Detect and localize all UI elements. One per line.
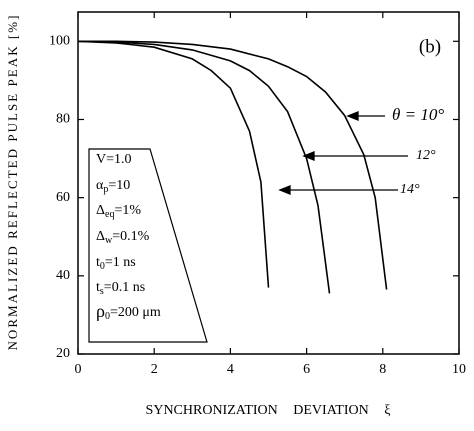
y-tick-label: 100 bbox=[49, 34, 70, 49]
parameter-box bbox=[88, 148, 208, 343]
parameter: ts=0.1 ns bbox=[96, 280, 145, 297]
arrowhead bbox=[302, 151, 315, 161]
parameter-symbol: V=1.0 bbox=[96, 152, 132, 167]
parameter-value: =1% bbox=[114, 203, 141, 218]
curve bbox=[77, 40, 331, 294]
parameter: V=1.0 bbox=[96, 152, 132, 167]
parameter: t0=1 ns bbox=[96, 255, 136, 272]
x-tick-label: 10 bbox=[452, 362, 466, 377]
parameter-subscript: p bbox=[103, 184, 108, 195]
parameter-symbol: t bbox=[96, 255, 100, 270]
series-label: 14° bbox=[400, 182, 420, 197]
parameter-subscript: s bbox=[100, 286, 104, 297]
arrowhead bbox=[346, 111, 359, 121]
parameter-subscript: w bbox=[105, 235, 113, 246]
parameter: ρ0=200 μm bbox=[96, 301, 161, 322]
parameter-symbol: ρ bbox=[96, 301, 105, 321]
x-tick-label: 8 bbox=[379, 362, 386, 377]
parameter-subscript: 0 bbox=[105, 311, 110, 322]
parameter-value: =1 ns bbox=[105, 255, 136, 270]
y-tick-label: 20 bbox=[56, 346, 70, 361]
curve bbox=[78, 40, 388, 290]
x-tick-label: 0 bbox=[75, 362, 82, 377]
arrowhead bbox=[278, 185, 291, 195]
parameter-subscript: eq bbox=[105, 209, 114, 220]
y-axis-label: NORMALIZED REFLECTED PULSE PEAK [%] bbox=[5, 16, 20, 351]
y-tick-label: 80 bbox=[56, 112, 70, 127]
series-label: 12° bbox=[416, 148, 436, 163]
y-tick-label: 60 bbox=[56, 190, 70, 205]
plot-frame bbox=[77, 11, 460, 355]
parameter-subscript: 0 bbox=[100, 261, 105, 272]
parameter-symbol: t bbox=[96, 280, 100, 295]
parameter-value: =200 μm bbox=[110, 305, 161, 320]
parameter: αp=10 bbox=[96, 178, 130, 195]
parameter-symbol: Δ bbox=[96, 203, 105, 218]
parameter: Δeq=1% bbox=[96, 203, 141, 220]
parameter-value: =0.1 ns bbox=[104, 280, 145, 295]
x-tick-label: 6 bbox=[303, 362, 310, 377]
parameter-symbol: Δ bbox=[96, 229, 105, 244]
parameter: Δw=0.1% bbox=[96, 229, 150, 246]
parameter-value: =0.1% bbox=[112, 229, 149, 244]
x-tick-label: 4 bbox=[227, 362, 234, 377]
x-tick-label: 2 bbox=[151, 362, 158, 377]
parameter-symbol: α bbox=[96, 178, 104, 193]
arrows bbox=[278, 111, 408, 195]
series-label: θ = 10° bbox=[392, 105, 444, 124]
x-axis-label: SYNCHRONIZATION DEVIATION ξ bbox=[146, 403, 391, 418]
curve bbox=[77, 40, 270, 288]
y-tick-label: 40 bbox=[56, 268, 70, 283]
parameter-value: =10 bbox=[108, 178, 130, 193]
panel-label: (b) bbox=[419, 36, 441, 57]
